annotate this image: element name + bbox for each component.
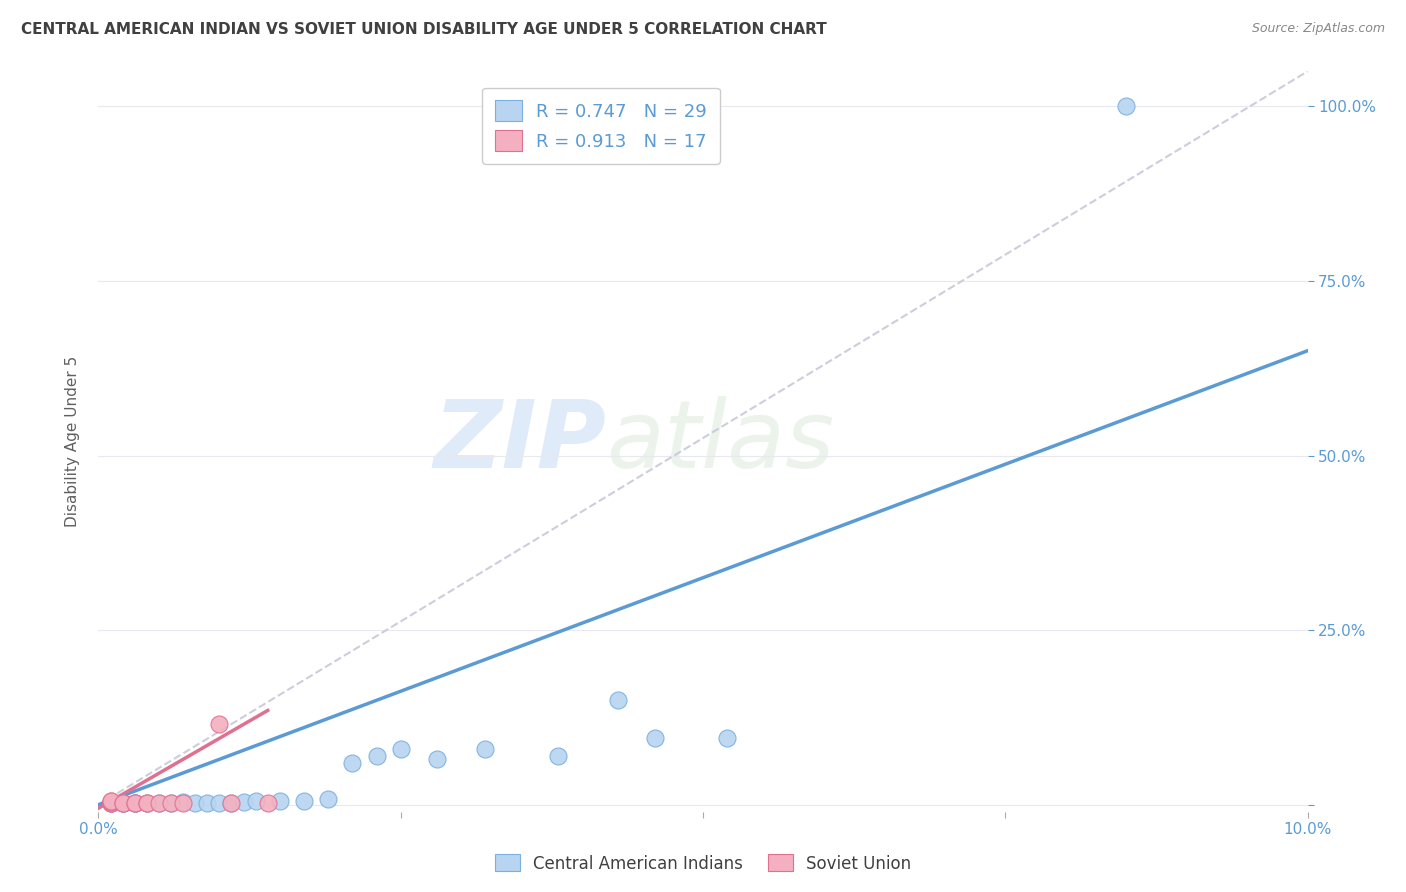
Point: [100, 797, 122, 811]
Point: [245, 794, 267, 808]
Y-axis label: Disability Age Under 5: Disability Age Under 5: [65, 356, 80, 527]
Point: [100, 796, 122, 810]
Point: [607, 693, 630, 707]
Point: [184, 796, 207, 810]
Point: [124, 797, 146, 811]
Point: [135, 797, 157, 811]
Point: [474, 742, 496, 756]
Point: [111, 797, 134, 811]
Point: [172, 795, 194, 809]
Point: [389, 742, 412, 756]
Point: [366, 748, 388, 763]
Point: [292, 793, 315, 807]
Point: [100, 796, 122, 810]
Text: atlas: atlas: [606, 396, 835, 487]
Point: [100, 794, 122, 808]
Point: [208, 796, 231, 810]
Point: [232, 795, 254, 809]
Legend: R = 0.747   N = 29, R = 0.913   N = 17: R = 0.747 N = 29, R = 0.913 N = 17: [482, 87, 720, 164]
Point: [342, 756, 364, 770]
Point: [269, 794, 291, 808]
Point: [716, 731, 738, 746]
Point: [195, 796, 218, 810]
Point: [111, 796, 134, 810]
Point: [111, 797, 134, 811]
Point: [547, 748, 569, 763]
Point: [135, 797, 157, 811]
Point: [135, 796, 157, 810]
Point: [172, 796, 194, 810]
Point: [124, 796, 146, 810]
Legend: Central American Indians, Soviet Union: Central American Indians, Soviet Union: [488, 847, 918, 880]
Point: [100, 797, 122, 811]
Point: [148, 797, 170, 811]
Text: Source: ZipAtlas.com: Source: ZipAtlas.com: [1251, 22, 1385, 36]
Point: [100, 795, 122, 809]
Point: [221, 796, 243, 810]
Point: [111, 796, 134, 810]
Point: [148, 797, 170, 811]
Point: [221, 797, 243, 811]
Point: [316, 792, 339, 806]
Point: [1115, 99, 1137, 113]
Point: [160, 796, 183, 810]
Point: [426, 752, 449, 766]
Point: [208, 717, 231, 731]
Text: ZIP: ZIP: [433, 395, 606, 488]
Point: [100, 793, 122, 807]
Point: [124, 797, 146, 811]
Point: [644, 731, 666, 746]
Point: [256, 797, 278, 811]
Point: [160, 797, 183, 811]
Point: [124, 796, 146, 810]
Text: CENTRAL AMERICAN INDIAN VS SOVIET UNION DISABILITY AGE UNDER 5 CORRELATION CHART: CENTRAL AMERICAN INDIAN VS SOVIET UNION …: [21, 22, 827, 37]
